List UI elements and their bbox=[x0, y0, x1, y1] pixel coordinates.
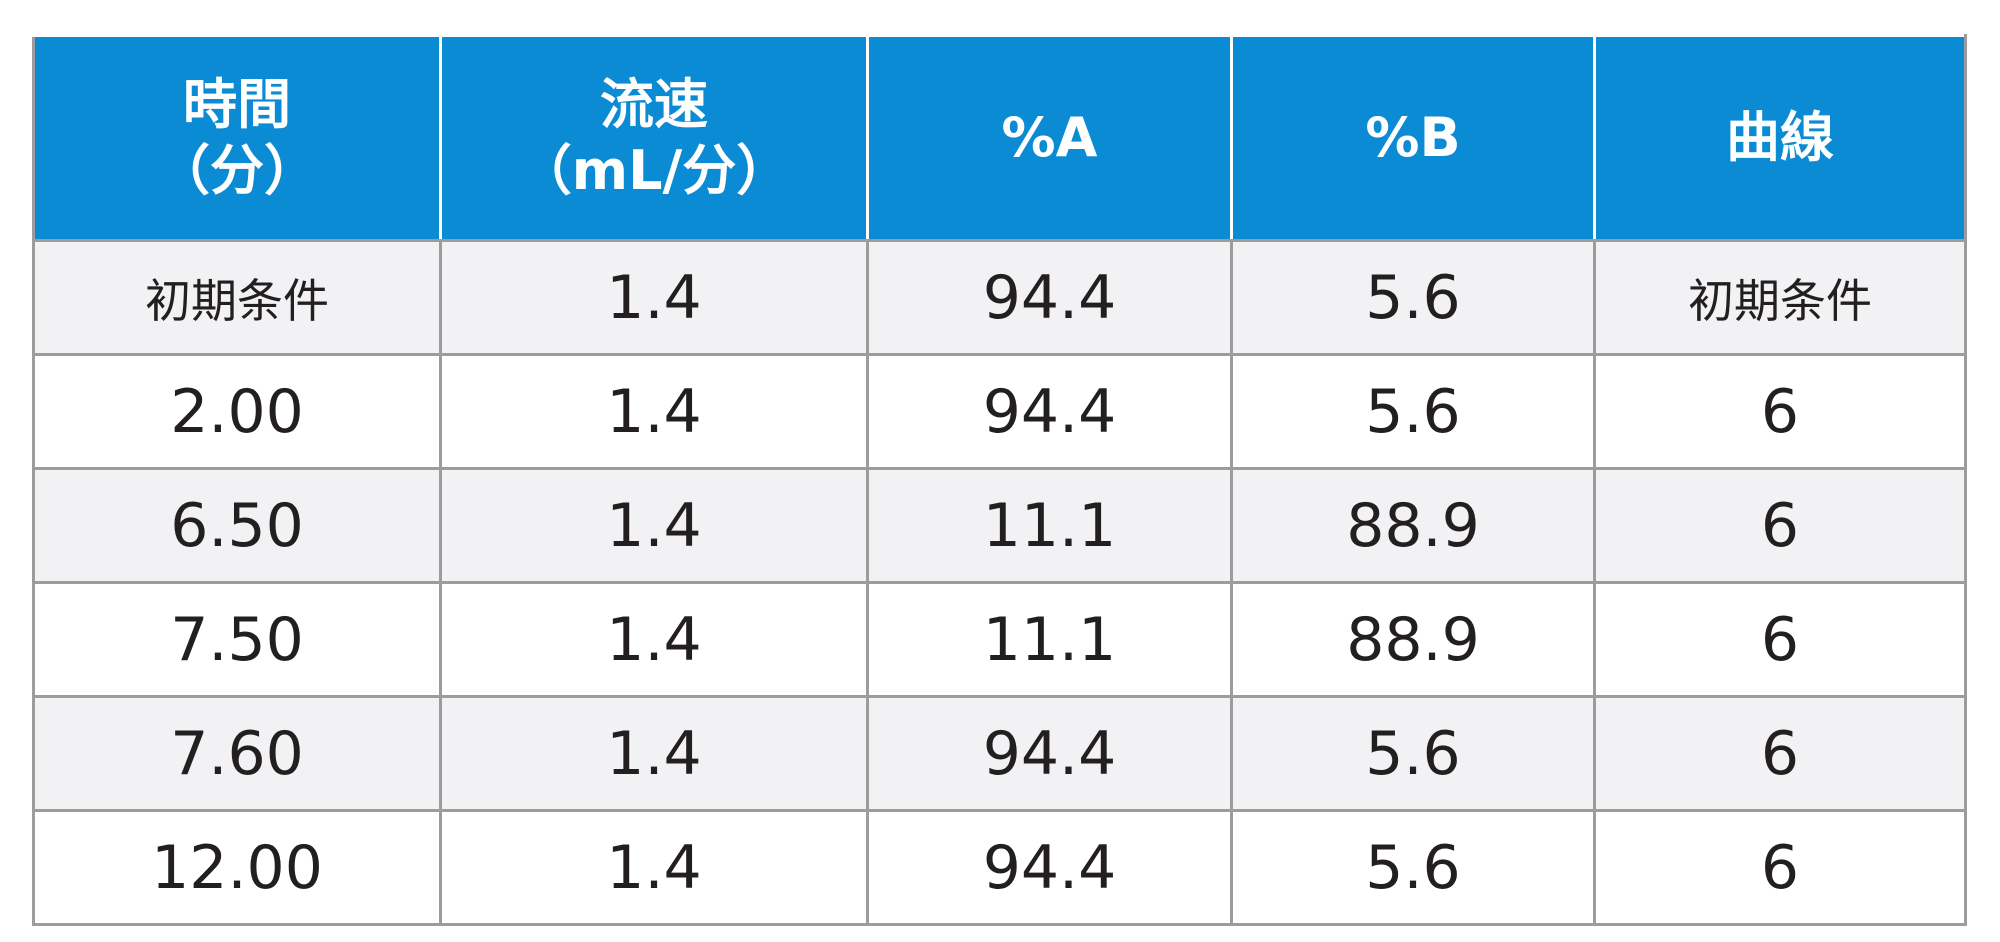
gradient-table: 時間 （分） 流速 （mL/分） %A %B 曲線 初期条件 1.4 94.4 5.6 初期条件 2.… bbox=[32, 34, 1967, 926]
table-cell: 1.4 bbox=[439, 353, 869, 470]
header-text: %B bbox=[1365, 106, 1461, 169]
header-row: 時間 （分） 流速 （mL/分） %A %B 曲線 bbox=[32, 34, 1967, 242]
header-cell: 時間 （分） bbox=[32, 34, 442, 242]
table-cell: 12.00 bbox=[32, 809, 442, 926]
table-cell: 2.00 bbox=[32, 353, 442, 470]
table-cell: 6.50 bbox=[32, 467, 442, 584]
table-cell: 11.1 bbox=[866, 467, 1233, 584]
table-row: 7.50 1.4 11.1 88.9 6 bbox=[32, 581, 1967, 698]
table-cell: 6 bbox=[1593, 353, 1967, 470]
table-row: 初期条件 1.4 94.4 5.6 初期条件 bbox=[32, 239, 1967, 356]
header-text: 時間 bbox=[183, 73, 291, 136]
table-cell: 5.6 bbox=[1230, 239, 1596, 356]
table-cell: 初期条件 bbox=[32, 239, 442, 356]
table-cell: 6 bbox=[1593, 581, 1967, 698]
table-cell: 94.4 bbox=[866, 809, 1233, 926]
table-cell: 5.6 bbox=[1230, 695, 1596, 812]
table-row: 7.60 1.4 94.4 5.6 6 bbox=[32, 695, 1967, 812]
table-cell: 1.4 bbox=[439, 809, 869, 926]
header-text: （分） bbox=[156, 139, 318, 202]
header-text: （mL/分） bbox=[517, 139, 791, 202]
table-cell: 94.4 bbox=[866, 695, 1233, 812]
table-cell: 94.4 bbox=[866, 239, 1233, 356]
header-text: 流速 bbox=[600, 73, 708, 136]
table-cell: 1.4 bbox=[439, 467, 869, 584]
table-body: 初期条件 1.4 94.4 5.6 初期条件 2.00 1.4 94.4 5.6 6 6.50 1.4… bbox=[32, 239, 1967, 926]
table-header: 時間 （分） 流速 （mL/分） %A %B 曲線 bbox=[32, 34, 1967, 242]
table-row: 12.00 1.4 94.4 5.6 6 bbox=[32, 809, 1967, 926]
header-text: %A bbox=[1001, 106, 1098, 169]
table-cell: 5.6 bbox=[1230, 353, 1596, 470]
header-cell: %B bbox=[1230, 34, 1596, 242]
header-cell: %A bbox=[866, 34, 1233, 242]
table-row: 2.00 1.4 94.4 5.6 6 bbox=[32, 353, 1967, 470]
table-cell: 6 bbox=[1593, 467, 1967, 584]
table-cell: 88.9 bbox=[1230, 581, 1596, 698]
table-cell: 94.4 bbox=[866, 353, 1233, 470]
table-row: 6.50 1.4 11.1 88.9 6 bbox=[32, 467, 1967, 584]
table-cell: 6 bbox=[1593, 809, 1967, 926]
table-cell: 11.1 bbox=[866, 581, 1233, 698]
table-cell: 1.4 bbox=[439, 581, 869, 698]
table-cell: 7.50 bbox=[32, 581, 442, 698]
table-cell: 1.4 bbox=[439, 239, 869, 356]
table-cell: 7.60 bbox=[32, 695, 442, 812]
table-cell: 88.9 bbox=[1230, 467, 1596, 584]
table-cell: 1.4 bbox=[439, 695, 869, 812]
table-cell: 6 bbox=[1593, 695, 1967, 812]
header-cell: 流速 （mL/分） bbox=[439, 34, 869, 242]
header-text: 曲線 bbox=[1726, 106, 1834, 169]
table-cell: 初期条件 bbox=[1593, 239, 1967, 356]
header-cell: 曲線 bbox=[1593, 34, 1967, 242]
table-cell: 5.6 bbox=[1230, 809, 1596, 926]
